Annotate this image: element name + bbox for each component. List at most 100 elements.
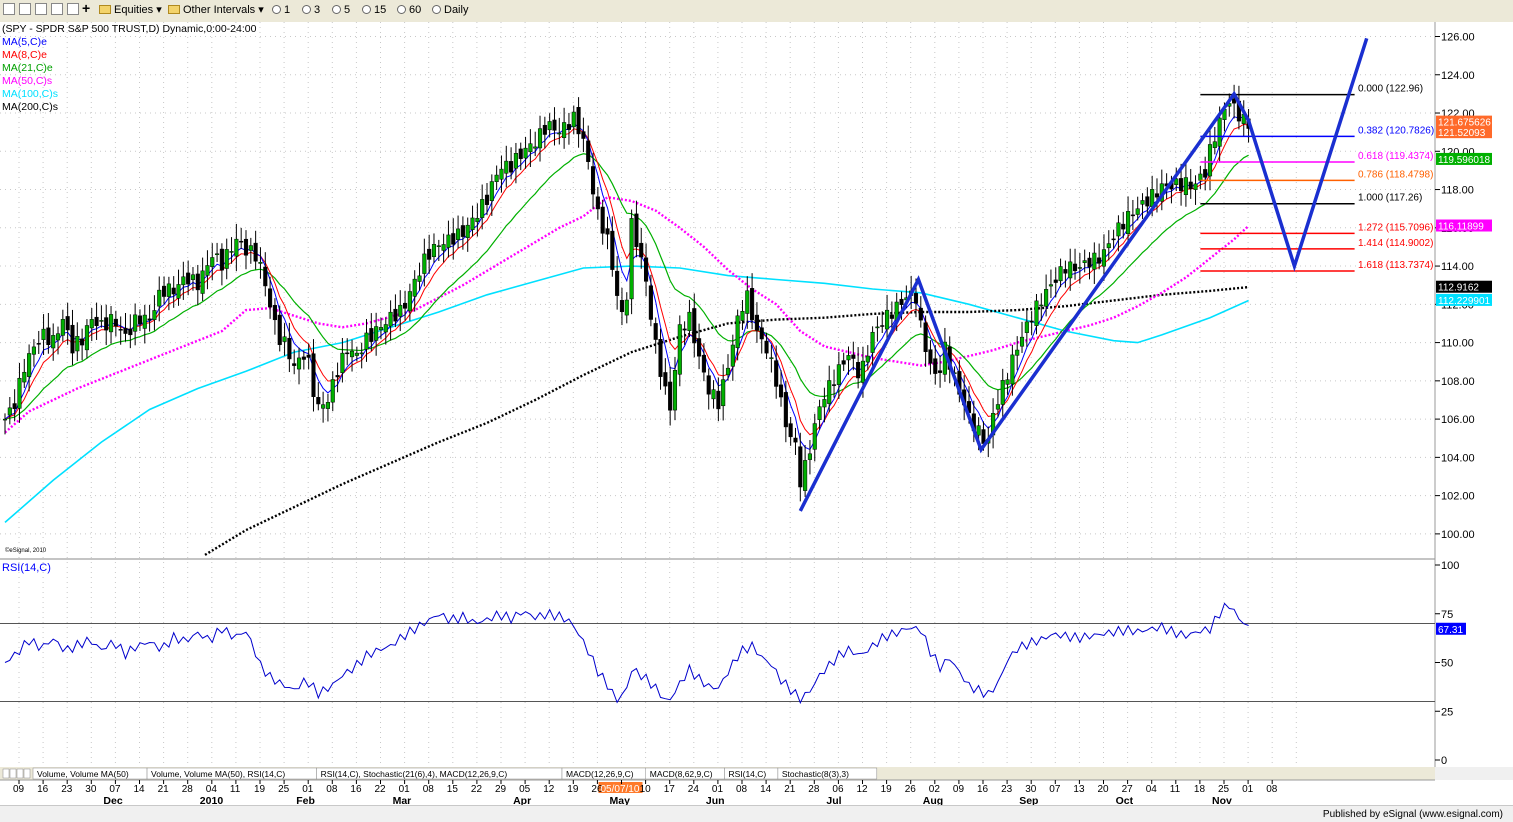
- candle-body: [865, 355, 870, 363]
- ma100-line: [4, 265, 1249, 524]
- candle-body: [831, 384, 837, 386]
- candle-body: [292, 363, 297, 366]
- date-month-label: Mar: [393, 795, 412, 805]
- candle-body: [268, 288, 273, 308]
- price-chart[interactable]: 0.000 (122.96) 0.382 (120.7826) 0.618 (119…: [0, 22, 1513, 805]
- candle-body: [335, 375, 340, 378]
- candle-body: [788, 423, 793, 438]
- candle-body: [1005, 379, 1010, 385]
- candle-body: [639, 242, 644, 258]
- interval-3-radio[interactable]: 3: [302, 3, 320, 18]
- grid-small-icon[interactable]: [35, 3, 47, 15]
- candle-body: [827, 380, 832, 404]
- candle-body: [740, 311, 745, 321]
- candle-body: [716, 390, 721, 410]
- candle-body: [1106, 243, 1111, 249]
- candle-body: [446, 234, 451, 248]
- tab-scroll-button: [16, 768, 24, 779]
- candle-body: [571, 111, 576, 128]
- candle-body: [1116, 222, 1121, 237]
- rsi-tag-bg: [1436, 622, 1466, 635]
- price-tick-label: 100.00: [1441, 529, 1475, 541]
- grid-icon[interactable]: [3, 3, 15, 15]
- candle-body: [764, 340, 769, 354]
- candle-body: [301, 356, 306, 360]
- candle-body: [701, 354, 706, 373]
- date-day-label: 29: [495, 784, 507, 795]
- candle-body: [576, 107, 581, 135]
- candle-body: [725, 367, 731, 376]
- price-panel[interactable]: [0, 22, 1435, 558]
- interval-15-radio[interactable]: 15: [362, 3, 386, 18]
- candle-body: [1232, 98, 1237, 104]
- candle-body: [22, 371, 27, 383]
- candle-body: [899, 298, 904, 305]
- candle-body: [398, 304, 403, 317]
- date-month-label: Nov: [1212, 795, 1232, 805]
- candle-body: [152, 310, 157, 320]
- candle-body: [1179, 178, 1184, 192]
- candle-body: [504, 160, 509, 174]
- date-day-label: 08: [1266, 784, 1278, 795]
- candle-body: [1019, 336, 1025, 347]
- candle-body: [759, 327, 764, 340]
- candle-body: [793, 437, 798, 443]
- interval-60-radio[interactable]: 60: [397, 3, 421, 18]
- date-highlight-bg: [598, 782, 643, 793]
- rsi-line: [4, 602, 1249, 705]
- tab-label: RSI(14,C): [728, 769, 766, 779]
- date-day-label: 21: [158, 784, 170, 795]
- equities-menu[interactable]: Equities ▾: [99, 3, 162, 18]
- price-tick-label: 124.00: [1441, 70, 1475, 82]
- candle-body: [108, 314, 114, 333]
- add-icon[interactable]: +: [82, 0, 91, 16]
- candle-body: [976, 425, 981, 436]
- rsi-panel[interactable]: [0, 560, 1435, 767]
- date-day-label: 09: [13, 784, 25, 795]
- date-day-label: 21: [784, 784, 796, 795]
- candle-body: [253, 242, 258, 262]
- date-day-label: 15: [447, 784, 459, 795]
- candle-body: [190, 274, 196, 280]
- other-intervals-menu[interactable]: Other Intervals ▾: [168, 3, 264, 18]
- candle-body: [1217, 117, 1222, 147]
- radio-icon: [397, 5, 406, 14]
- interval-daily-radio[interactable]: Daily: [432, 3, 468, 18]
- candle-body: [118, 329, 123, 331]
- camera-icon[interactable]: [67, 3, 79, 15]
- price-tag-bg: [1436, 293, 1492, 306]
- candle-body: [1150, 189, 1155, 207]
- candle-body: [27, 353, 32, 377]
- candle-body: [547, 121, 552, 131]
- candle-body: [378, 327, 384, 331]
- candle-body: [682, 328, 687, 331]
- candle-body: [769, 357, 774, 359]
- interval-5-radio[interactable]: 5: [332, 3, 350, 18]
- text-icon[interactable]: [51, 3, 63, 15]
- price-tick-label: 108.00: [1441, 376, 1475, 388]
- candle-body: [1130, 214, 1135, 217]
- date-day-label: 27: [1122, 784, 1134, 795]
- candle-body: [629, 218, 634, 300]
- candle-body: [750, 288, 755, 321]
- interval-1-radio[interactable]: 1: [272, 3, 290, 18]
- candle-body: [171, 287, 176, 295]
- candle-body: [1058, 266, 1063, 282]
- candle-body: [1024, 321, 1029, 333]
- candle-body: [157, 289, 162, 307]
- candle-body: [243, 238, 249, 256]
- date-day-label: 19: [254, 784, 266, 795]
- candle-body: [60, 319, 65, 336]
- candle-body: [1198, 173, 1203, 181]
- candle-body: [624, 299, 629, 316]
- price-tag-label: 116.11899: [1438, 222, 1484, 233]
- date-day-label: 24: [688, 784, 700, 795]
- candle-body: [84, 325, 89, 351]
- watermark: ©eSignal, 2010: [5, 547, 47, 554]
- legend-entry: MA(100,C)s: [2, 88, 58, 100]
- candle-body: [12, 403, 17, 410]
- candle-body: [711, 389, 716, 400]
- chart-icon[interactable]: [19, 3, 31, 15]
- candle-body: [562, 122, 567, 139]
- rsi-tick-label: 50: [1441, 658, 1453, 670]
